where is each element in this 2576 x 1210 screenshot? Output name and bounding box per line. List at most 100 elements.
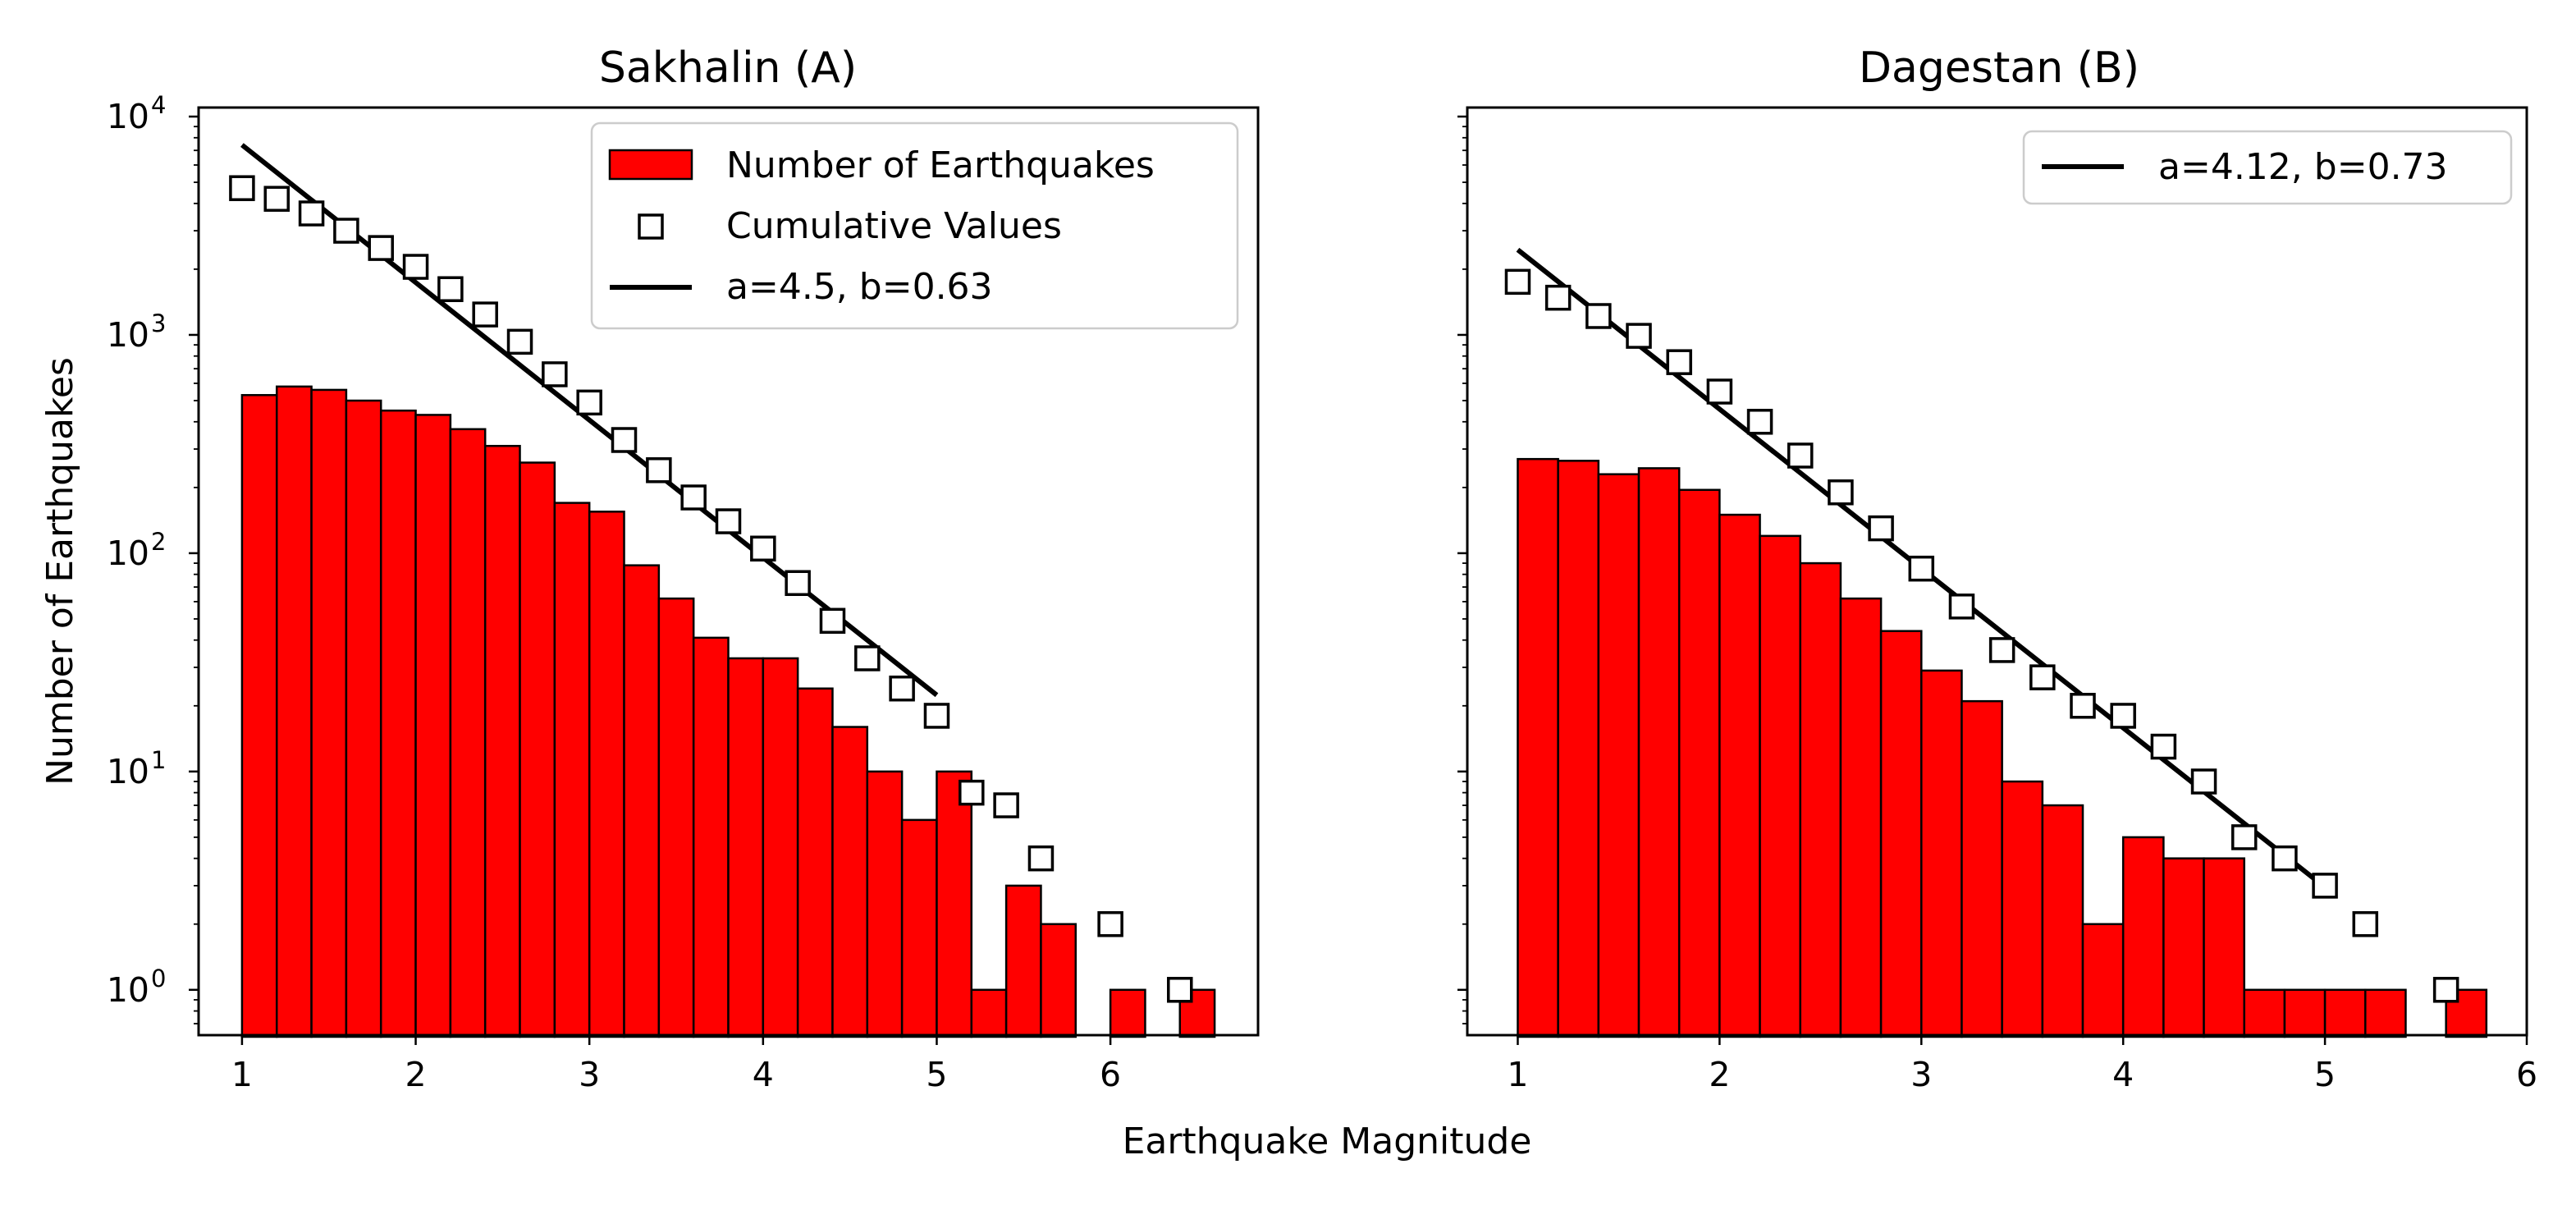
cumulative-markers-sakhalin (229, 175, 1193, 1003)
cumulative-marker (1988, 637, 2016, 663)
x-tick-label: 4 (753, 1055, 774, 1094)
x-tick-label: 2 (405, 1055, 427, 1094)
cumulative-marker (1544, 284, 1572, 311)
y-tick-label: 10 (107, 970, 149, 1010)
histogram-bar (727, 657, 765, 1038)
cumulative-marker (1787, 442, 1814, 469)
y-tick-exponent: 4 (151, 91, 166, 119)
cumulative-marker (1746, 409, 1773, 435)
histogram-bar (240, 394, 278, 1038)
x-tick-label: 6 (2516, 1055, 2537, 1094)
y-tick-exponent: 1 (151, 746, 166, 774)
cumulative-marker (750, 535, 776, 562)
cumulative-marker (1666, 349, 1692, 375)
histogram-bar (483, 444, 521, 1038)
cumulative-marker (2029, 664, 2056, 690)
legend-label-histogram: Number of Earthquakes (726, 144, 1155, 186)
cumulative-marker (819, 607, 846, 635)
y-axis-label: Number of Earthquakes (39, 357, 81, 786)
cumulative-marker (333, 218, 359, 244)
cumulative-marker (611, 427, 638, 453)
histogram-bar (275, 385, 313, 1038)
histogram-bar (1004, 884, 1042, 1038)
histogram-bar (2162, 857, 2205, 1038)
cumulative-marker (2110, 703, 2136, 729)
cumulative-marker (2150, 733, 2177, 760)
legend-swatch-histogram (608, 149, 693, 181)
y-tick-label: 10 (107, 752, 149, 791)
cumulative-marker (368, 235, 394, 261)
cumulative-marker (1626, 323, 1652, 349)
histogram-bar (1557, 460, 1600, 1038)
x-axis-ticks-sakhalin: 1 2 3 4 5 6 (231, 1035, 1121, 1094)
y-tick-label: 10 (107, 315, 149, 355)
x-tick-label: 5 (926, 1055, 947, 1094)
cumulative-marker (1585, 303, 1612, 329)
histogram-bar (1517, 457, 1559, 1038)
histogram-bar (831, 726, 869, 1038)
cumulative-marker (1504, 268, 1531, 296)
cumulative-marker (646, 457, 672, 484)
histogram-bar (1961, 699, 2003, 1038)
plot-frame-sakhalin (197, 106, 1260, 1037)
cumulative-marker (263, 186, 290, 212)
histogram-bars-dagestan (1517, 457, 2488, 1038)
legend-swatch-cumulative (638, 213, 664, 240)
cumulative-marker (1706, 378, 1733, 405)
histogram-bar (379, 409, 417, 1038)
histogram-bar (2364, 988, 2407, 1038)
cumulative-marker (2352, 910, 2379, 937)
histogram-bar (1109, 988, 1146, 1038)
x-tick-label: 3 (1910, 1055, 1932, 1094)
histogram-bar (657, 597, 695, 1038)
y-tick-label: 10 (107, 97, 149, 136)
x-tick-label: 1 (231, 1055, 253, 1094)
histogram-bar (2323, 988, 2367, 1038)
cumulative-marker (298, 200, 325, 227)
x-tick-label: 5 (2314, 1055, 2336, 1094)
x-tick-label: 6 (1100, 1055, 1121, 1094)
histogram-bar (2001, 780, 2044, 1038)
legend-label-fit-sakhalin: a=4.5, b=0.63 (726, 266, 993, 308)
cumulative-marker (1167, 977, 1193, 1003)
cumulative-marker (1868, 515, 1894, 542)
histogram-bar (1799, 561, 1842, 1038)
histogram-bar (2121, 836, 2165, 1038)
histogram-bar (1040, 923, 1078, 1038)
histogram-bar (762, 657, 799, 1038)
histogram-bar (2283, 988, 2327, 1038)
y-tick-exponent: 0 (151, 965, 166, 992)
histogram-bar (553, 502, 591, 1038)
legend-dagestan: a=4.12, b=0.73 (2022, 130, 2513, 205)
cumulative-marker (2070, 693, 2096, 719)
histogram-bar (796, 687, 834, 1038)
cumulative-marker (854, 645, 881, 671)
histogram-bar (1677, 488, 1721, 1038)
histogram-bar (2203, 857, 2245, 1038)
cumulative-marker (542, 361, 568, 387)
chart-title-sakhalin: Sakhalin (A) (599, 44, 857, 93)
histogram-bar (1879, 630, 1923, 1038)
histogram-bar (2243, 988, 2286, 1038)
x-tick-label: 2 (1709, 1055, 1730, 1094)
cumulative-marker (1948, 594, 1975, 620)
histogram-bar (936, 770, 973, 1038)
cumulative-marker (680, 484, 707, 511)
cumulative-marker (2272, 845, 2298, 872)
histogram-bar (1597, 473, 1640, 1038)
cumulative-marker (889, 675, 915, 702)
y-axis-ticks-dagestan (1457, 115, 1467, 1024)
histogram-bar (588, 511, 625, 1038)
x-tick-label: 3 (579, 1055, 600, 1094)
histogram-bar (900, 818, 938, 1038)
cumulative-marker (2190, 768, 2217, 795)
cumulative-markers-dagestan (1504, 268, 2459, 1003)
histogram-bar (310, 388, 348, 1038)
cumulative-marker (959, 779, 985, 806)
histogram-bar (1718, 513, 1761, 1038)
x-axis-ticks-dagestan: 1 2 3 4 5 6 (1507, 1035, 2537, 1094)
histogram-bar (866, 770, 904, 1038)
